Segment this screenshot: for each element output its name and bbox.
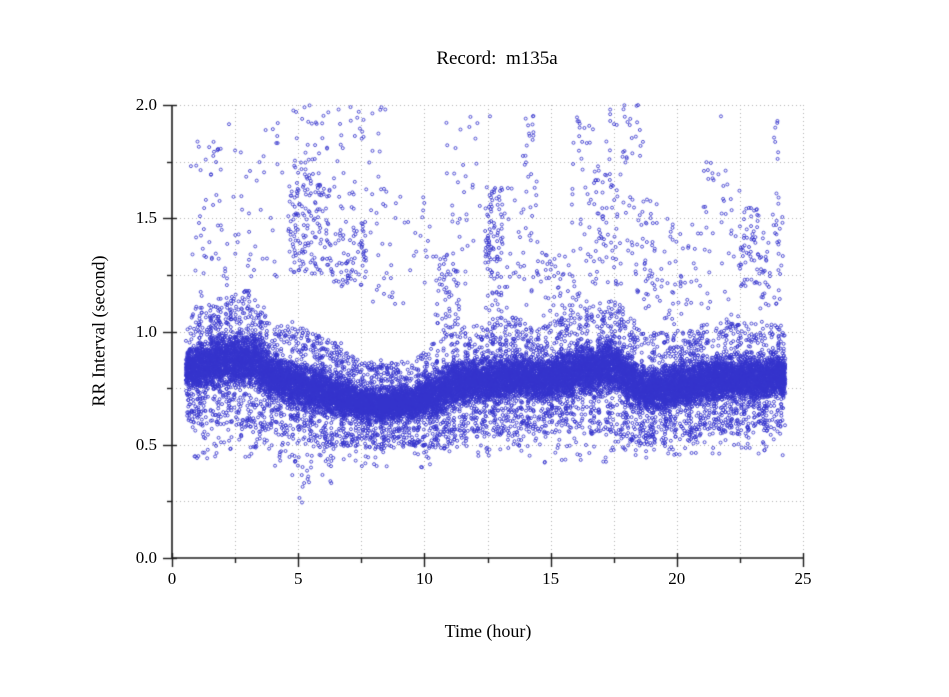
- chart-title: Record: m135a: [436, 48, 558, 69]
- x-tick-label: 15: [542, 569, 560, 588]
- x-axis-label: Time (hour): [444, 621, 532, 641]
- x-tick-label: 20: [668, 569, 686, 588]
- x-tick-label: 0: [167, 569, 177, 588]
- x-tick-label: 25: [794, 569, 812, 588]
- y-tick-label: 0.5: [135, 434, 157, 454]
- x-tick-label: 10: [415, 569, 433, 588]
- y-tick-label: 2.0: [135, 95, 157, 114]
- y-tick-label: 1.0: [135, 321, 157, 341]
- y-tick-label: 0.0: [135, 548, 157, 567]
- x-tick-label: 5: [293, 569, 303, 588]
- y-tick-label: 1.5: [135, 208, 157, 228]
